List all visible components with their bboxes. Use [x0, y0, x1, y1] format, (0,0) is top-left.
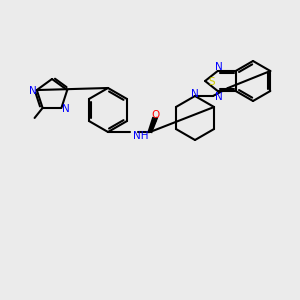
Text: NH: NH: [133, 131, 148, 141]
Text: N: N: [215, 92, 223, 102]
Text: N: N: [191, 89, 199, 99]
Text: O: O: [152, 110, 160, 120]
Text: N: N: [215, 62, 223, 72]
Text: N: N: [61, 104, 69, 114]
Text: S: S: [209, 77, 215, 87]
Text: N: N: [29, 86, 37, 96]
